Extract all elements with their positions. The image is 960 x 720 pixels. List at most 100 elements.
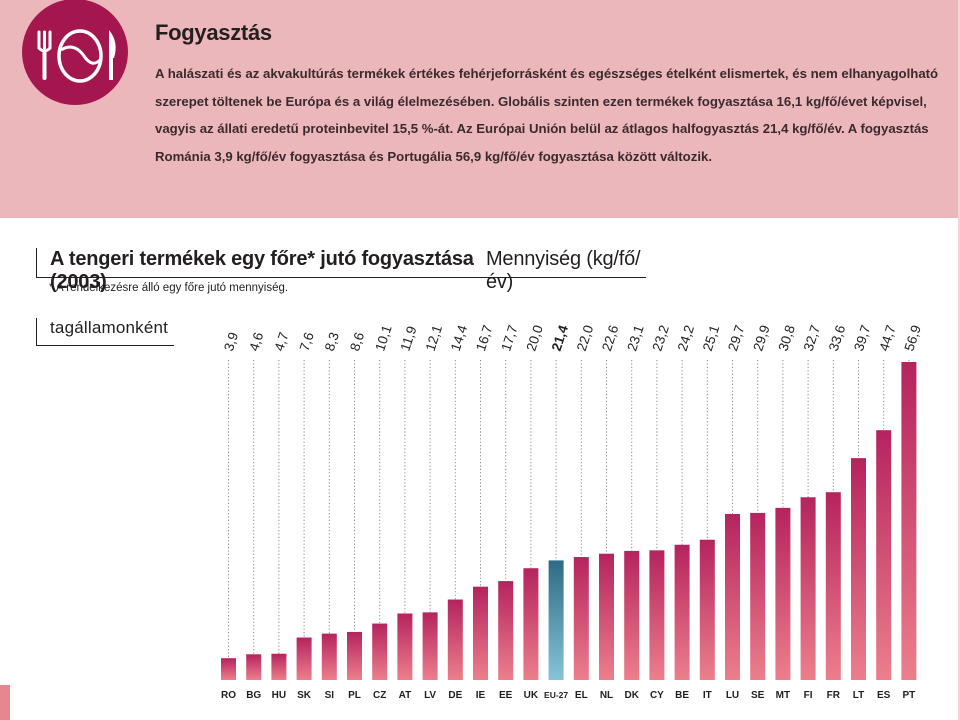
intro-line: Románia 3,9 kg/fő/év fogyasztása és Port… <box>155 148 712 164</box>
category-label: FI <box>804 690 813 701</box>
bar-cz <box>372 623 388 680</box>
category-label: LT <box>853 690 864 701</box>
value-label: 14,4 <box>448 323 471 353</box>
bar-el <box>573 557 589 680</box>
value-label: 24,2 <box>675 323 697 353</box>
category-label: PT <box>903 690 916 701</box>
bar-se <box>750 512 766 680</box>
value-label: 10,1 <box>372 323 394 353</box>
chart-title: A tengeri termékek egy főre* jutó fogyas… <box>50 248 474 293</box>
bar-pl <box>347 631 362 680</box>
value-label: 29,7 <box>725 323 747 353</box>
category-label: PL <box>348 690 361 701</box>
bar-it <box>699 539 715 680</box>
category-label: NL <box>600 690 613 701</box>
category-label: CY <box>650 690 664 701</box>
value-label: 22,6 <box>599 323 621 353</box>
value-label: 17,7 <box>498 323 520 353</box>
category-label: BE <box>675 690 689 701</box>
corner-accent <box>0 685 10 720</box>
value-label: 44,7 <box>876 323 898 353</box>
bar-bg <box>246 654 262 680</box>
bar-cy <box>649 550 665 680</box>
bar-at <box>397 613 413 680</box>
bar-eu-27 <box>548 560 564 680</box>
bar-dk <box>624 550 640 680</box>
intro-line: A halászati és az akvakultúrás termékek … <box>155 66 939 81</box>
bar-lt <box>851 458 866 680</box>
category-label: IE <box>476 690 486 701</box>
bar-hu <box>271 653 287 680</box>
category-label: AT <box>399 690 412 701</box>
intro-line: szerepet töltenek be Európa és a világ é… <box>155 93 927 109</box>
category-label: EL <box>575 690 588 701</box>
category-label: ES <box>877 690 891 701</box>
value-label: 23,2 <box>649 323 671 353</box>
intro-line: vagyis az állati eredetű proteinbevitel … <box>155 121 929 136</box>
category-label: SK <box>297 690 312 701</box>
category-label: SI <box>325 690 335 701</box>
category-label: CZ <box>373 690 386 701</box>
chart-heading: A tengeri termékek egy főre* jutó fogyas… <box>36 248 646 294</box>
value-label: 23,1 <box>624 323 646 353</box>
bar-es <box>876 430 892 680</box>
value-label: 8,6 <box>347 330 367 352</box>
category-label: MT <box>776 690 790 701</box>
value-label: 29,9 <box>750 323 772 353</box>
bar-pt <box>901 362 917 680</box>
value-label: 7,6 <box>297 330 317 352</box>
value-label: 25,1 <box>700 323 722 353</box>
category-label: DE <box>448 690 462 701</box>
bar-lu <box>725 514 740 680</box>
value-label: 22,0 <box>574 323 596 353</box>
bar-mt <box>775 507 791 680</box>
value-label: 56,9 <box>901 323 923 353</box>
category-label: BG <box>246 690 261 701</box>
plate-fork-knife-icon <box>22 0 128 110</box>
value-label: 4,7 <box>271 330 291 352</box>
category-label: EE <box>499 690 513 701</box>
category-label: HU <box>272 690 286 701</box>
bar-fr <box>825 492 841 680</box>
bar-ie <box>473 586 488 680</box>
chart-subtitle: tagállamonként <box>50 318 169 337</box>
intro-paragraph: A halászati és az akvakultúrás termékek … <box>155 60 945 170</box>
bar-sk <box>296 637 312 680</box>
category-label: LU <box>726 690 739 701</box>
value-label: 39,7 <box>851 323 873 353</box>
bar-si <box>321 633 337 680</box>
bar-uk <box>523 568 539 680</box>
category-label: UK <box>524 690 539 701</box>
page-edge <box>958 0 960 720</box>
section-title: Fogyasztás <box>155 20 272 45</box>
bar-ro <box>221 658 236 680</box>
bar-de <box>447 599 463 680</box>
category-label: RO <box>221 690 236 701</box>
category-label: SE <box>751 690 765 701</box>
category-label: DK <box>624 690 639 701</box>
value-label: 11,9 <box>397 324 419 353</box>
value-label: 20,0 <box>523 323 545 353</box>
category-label: IT <box>703 690 712 701</box>
category-label: EU-27 <box>544 690 568 700</box>
value-label: 33,6 <box>826 323 848 353</box>
value-label: 21,4 <box>549 323 572 353</box>
value-label: 30,8 <box>775 323 797 353</box>
bar-ee <box>498 581 514 680</box>
value-label: 4,6 <box>246 330 266 352</box>
bar-be <box>674 544 690 680</box>
chart-footnote: * A rendelkezésre álló egy főre jutó men… <box>49 282 289 294</box>
value-label: 32,7 <box>801 323 823 353</box>
chart-subtitle-block: tagállamonként <box>36 318 174 346</box>
value-label: 12,1 <box>423 323 445 353</box>
value-label: 3,9 <box>221 330 241 352</box>
value-label: 16,7 <box>473 323 495 353</box>
value-label: 8,3 <box>322 330 342 352</box>
chart-unit-label: Mennyiség (kg/fő/év) <box>485 248 641 293</box>
intro-panel: Fogyasztás A halászati és az akvakultúrá… <box>0 0 960 218</box>
category-label: LV <box>424 690 436 701</box>
bar-lv <box>422 612 438 680</box>
bar-fi <box>800 497 816 680</box>
bar-nl <box>599 553 614 680</box>
